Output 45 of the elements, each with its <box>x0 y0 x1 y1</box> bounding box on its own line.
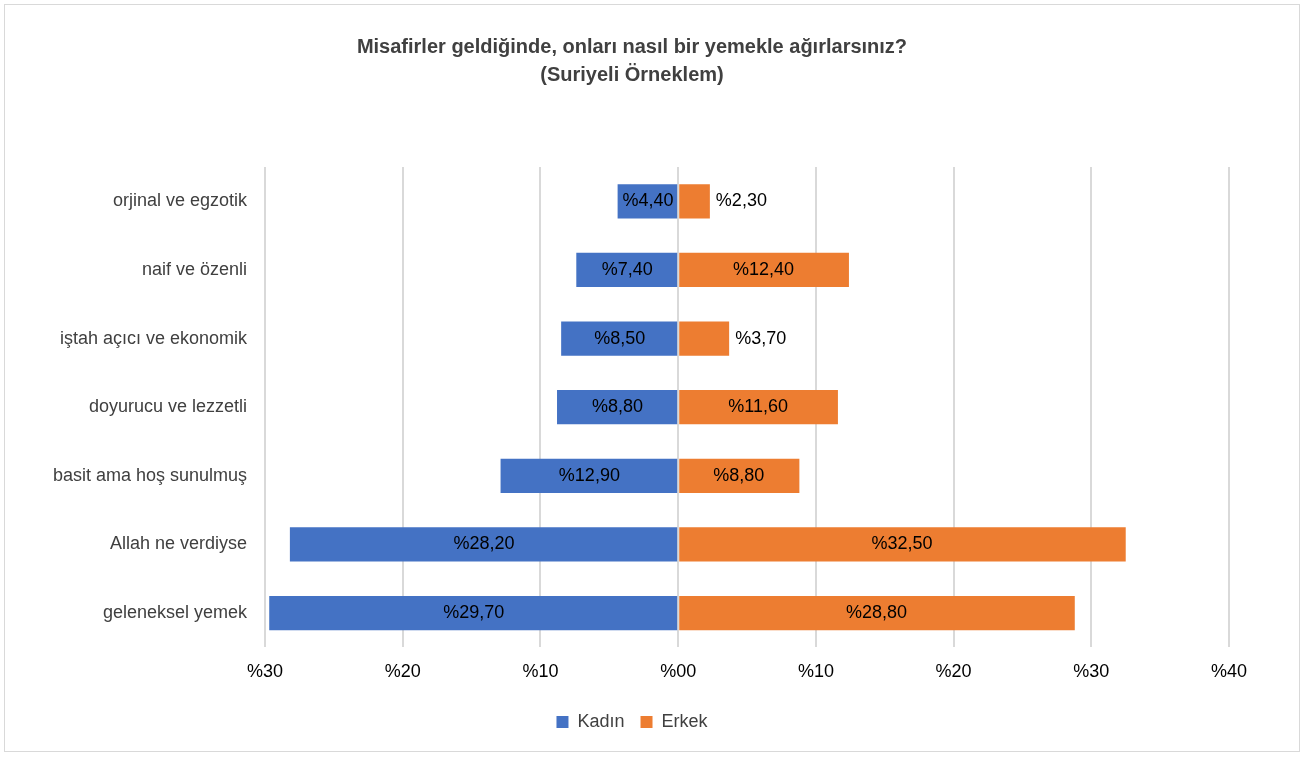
data-label: %8,80 <box>592 396 644 417</box>
data-label: %3,70 <box>735 327 787 348</box>
data-label: %2,30 <box>715 190 767 211</box>
data-label: %28,20 <box>453 533 515 554</box>
data-label: %7,40 <box>601 258 653 279</box>
bar <box>679 527 1126 562</box>
data-label: %11,60 <box>728 396 788 417</box>
bar <box>679 252 849 288</box>
bar <box>289 527 678 562</box>
y-tick-label: Allah ne verdiyse <box>110 533 248 554</box>
bar <box>500 458 678 493</box>
data-label: %32,50 <box>871 533 933 554</box>
x-tick-label: %20 <box>384 661 421 682</box>
y-tick-label: naif ve özenli <box>142 258 248 279</box>
data-label: %12,40 <box>733 258 795 279</box>
x-tick-label: %10 <box>797 661 834 682</box>
bar <box>561 321 678 356</box>
legend-label: Erkek <box>661 710 709 731</box>
data-label: %8,50 <box>594 327 646 348</box>
data-label: %29,70 <box>443 602 505 623</box>
bar <box>679 458 800 493</box>
y-tick-label: doyurucu ve lezzetli <box>89 396 248 417</box>
x-tick-label: %10 <box>522 661 559 682</box>
x-tick-label: %30 <box>247 661 284 682</box>
data-label: %12,90 <box>558 464 620 485</box>
bar <box>679 321 730 356</box>
y-tick-label: iştah açıcı ve ekonomik <box>60 327 249 348</box>
x-tick-label: %30 <box>1073 661 1110 682</box>
bar <box>576 252 678 288</box>
data-label: %8,80 <box>713 464 765 485</box>
bar <box>269 595 678 631</box>
y-tick-label: basit ama hoş sunulmuş <box>52 464 248 485</box>
y-tick-label: geleneksel yemek <box>103 602 249 623</box>
y-tick-label: orjinal ve egzotik <box>113 190 249 211</box>
x-tick-label: %40 <box>1210 661 1248 682</box>
bar <box>679 390 838 425</box>
x-tick-label: %00 <box>660 661 697 682</box>
chart-subtitle: (Suriyeli Örneklem) <box>540 62 724 85</box>
chart-title: Misafirler geldiğinde, onları nasıl bir yemekle ağırlarsınız? <box>356 34 908 57</box>
bar <box>679 184 710 219</box>
bar <box>679 595 1075 631</box>
x-tick-label: %20 <box>935 661 972 682</box>
data-label: %4,40 <box>622 190 674 211</box>
legend-label: Kadın <box>577 710 625 731</box>
data-label: %28,80 <box>845 602 908 623</box>
